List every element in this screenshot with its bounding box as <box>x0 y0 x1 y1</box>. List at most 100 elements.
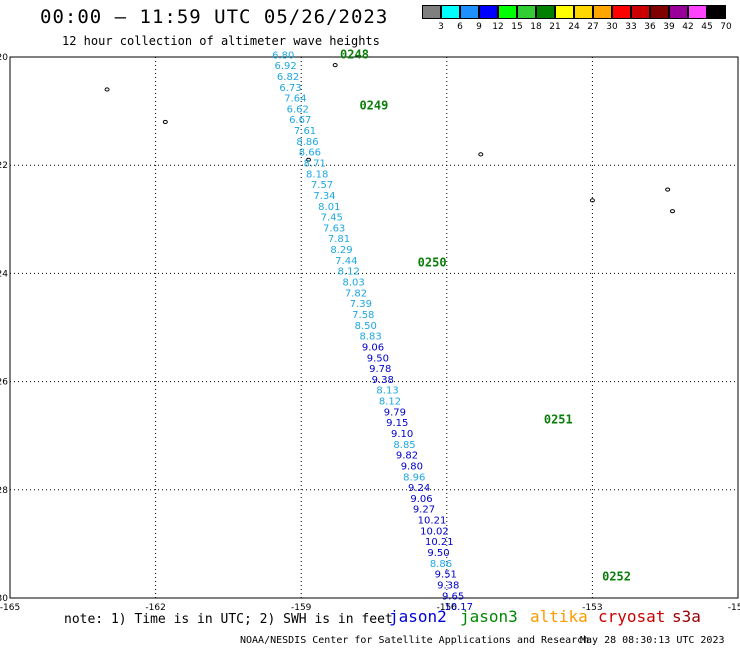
island-marker <box>162 119 168 125</box>
legend-swatch <box>631 5 650 19</box>
swh-value-label: 9.65 <box>442 591 464 602</box>
swh-value-label: 6.82 <box>277 72 299 83</box>
satellite-name: altika <box>530 607 588 626</box>
swh-value-label: 6.67 <box>289 115 311 126</box>
swh-value-label: 8.13 <box>376 386 398 397</box>
swh-value-label: 7.44 <box>335 256 357 267</box>
swh-value-label: 8.86 <box>430 559 452 570</box>
legend-swatch <box>707 5 726 19</box>
swh-value-label: 7.57 <box>311 180 333 191</box>
swh-value-label: 8.12 <box>379 397 401 408</box>
legend-label: 3 <box>438 22 444 32</box>
satellite-name: jason2 <box>389 607 447 626</box>
swh-value-label: 7.58 <box>352 310 374 321</box>
legend-swatch <box>498 5 517 19</box>
swh-value-label: 9.80 <box>401 461 423 472</box>
swh-value-label: 9.15 <box>386 418 408 429</box>
swh-value-label: 9.51 <box>435 570 457 581</box>
swh-value-label: 7.39 <box>350 299 372 310</box>
legend-label: 18 <box>530 22 542 32</box>
swh-value-label: 10.21 <box>418 516 447 527</box>
legend-label: 27 <box>587 22 599 32</box>
swh-value-label: 9.27 <box>413 505 435 516</box>
timestamp-text: May 28 08:30:13 UTC 2023 <box>580 635 725 646</box>
swh-value-label: 9.78 <box>369 364 391 375</box>
legend-label: 21 <box>549 22 561 32</box>
swh-value-label: 9.06 <box>410 494 432 505</box>
latitude-tick-label: -30 <box>0 594 8 604</box>
latitude-tick-label: -24 <box>0 269 8 279</box>
legend-swatch <box>517 5 536 19</box>
satellite-name: jason3 <box>460 607 518 626</box>
swh-value-label: 8.18 <box>306 169 328 180</box>
swh-value-label: 8.85 <box>393 440 415 451</box>
island-marker <box>104 87 110 92</box>
swh-value-label: 9.50 <box>367 353 389 364</box>
longitude-tick-label: -165 <box>0 603 20 613</box>
swh-value-label: 8.50 <box>355 321 377 332</box>
legend-label: 39 <box>663 22 675 32</box>
swh-value-label: 7.82 <box>345 288 367 299</box>
swh-value-label: 8.66 <box>299 148 321 159</box>
legend-swatch <box>612 5 631 19</box>
swh-value-label: 10.21 <box>425 537 454 548</box>
page-subtitle: 12 hour collection of altimeter wave hei… <box>62 34 380 48</box>
swh-value-label: 8.29 <box>330 245 352 256</box>
swh-value-label: 10.02 <box>420 526 449 537</box>
swh-value-label: 9.50 <box>427 548 449 559</box>
swh-value-label: 8.86 <box>296 137 318 148</box>
legend-label: 30 <box>606 22 618 32</box>
legend-swatch <box>688 5 707 19</box>
latitude-tick-label: -20 <box>0 53 8 63</box>
legend-label: 6 <box>457 22 463 32</box>
longitude-tick-label: -159 <box>291 603 312 613</box>
legend-label: 15 <box>511 22 523 32</box>
swh-value-label: 8.01 <box>318 202 340 213</box>
longitude-tick-label: -162 <box>145 603 165 613</box>
island-marker <box>332 63 338 68</box>
swh-value-label: 9.38 <box>437 580 459 591</box>
pass-id-label: 0250 <box>418 256 447 270</box>
legend-label: 33 <box>625 22 637 32</box>
swh-value-label: 9.38 <box>372 375 394 386</box>
legend-label: 42 <box>682 22 694 32</box>
latitude-tick-label: -28 <box>0 486 8 496</box>
swh-value-label: 7.81 <box>328 234 350 245</box>
legend-swatch <box>593 5 612 19</box>
legend-label: 70 <box>720 22 732 32</box>
units-note: note: 1) Time is in UTC; 2) SWH is in fe… <box>64 612 393 627</box>
legend-swatch <box>669 5 688 19</box>
legend-label: 24 <box>568 22 580 32</box>
latitude-tick-label: -26 <box>0 378 8 388</box>
swh-value-label: 8.12 <box>338 267 360 278</box>
swh-value-label: 7.34 <box>313 191 335 202</box>
legend-label: 45 <box>701 22 713 32</box>
satellite-name: s3a <box>672 607 701 626</box>
swh-value-label: 10.17 <box>444 602 473 613</box>
legend-swatch <box>441 5 460 19</box>
legend-swatch <box>574 5 593 19</box>
pass-id-label: 0252 <box>602 569 631 583</box>
swh-value-label: 8.71 <box>304 158 326 169</box>
island-marker <box>589 198 595 203</box>
longitude-tick-label: -156 <box>437 603 458 613</box>
island-marker <box>305 157 311 162</box>
pass-id-label: 0248 <box>340 47 369 61</box>
longitude-tick-label: -153 <box>582 603 602 613</box>
legend-label: 36 <box>644 22 656 32</box>
swh-value-label: 8.03 <box>342 278 364 289</box>
legend-label: 12 <box>492 22 504 32</box>
swh-value-label: 7.61 <box>294 126 316 137</box>
pass-id-label: 0249 <box>359 99 388 113</box>
satellite-name: cryosat <box>598 607 666 626</box>
island-marker <box>669 209 675 214</box>
legend-swatch <box>650 5 669 19</box>
swh-value-label: 6.80 <box>272 50 294 61</box>
legend-swatch <box>555 5 574 19</box>
swh-value-label: 9.06 <box>362 342 384 353</box>
legend-swatch <box>536 5 555 19</box>
swh-value-label: 7.64 <box>284 94 306 105</box>
swh-value-label: 8.83 <box>359 332 381 343</box>
legend-label: 9 <box>476 22 482 32</box>
